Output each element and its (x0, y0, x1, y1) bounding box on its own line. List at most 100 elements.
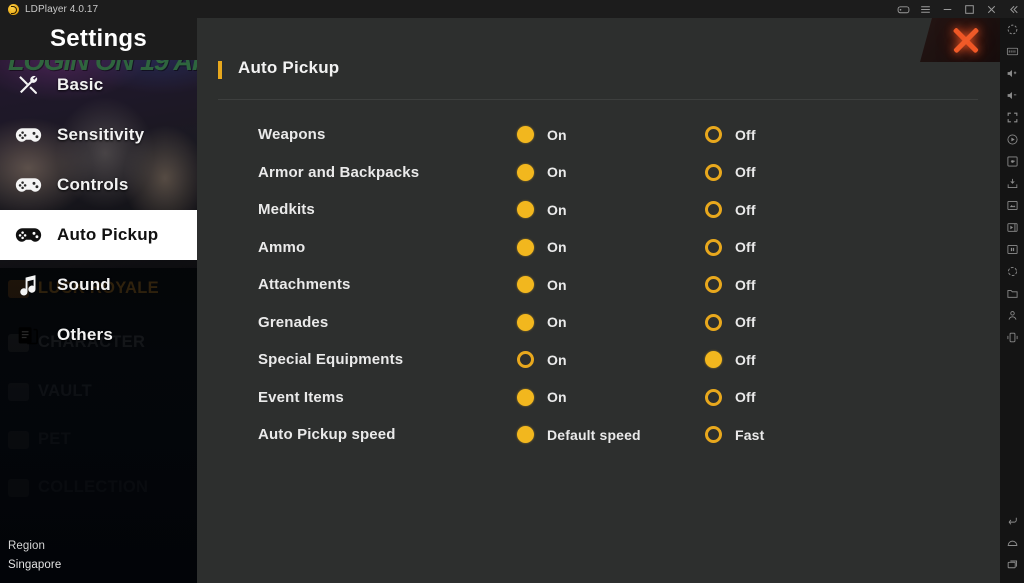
setting-label: Ammo (258, 238, 306, 256)
setting-option-fast[interactable]: Fast (705, 426, 765, 444)
android-recents-icon[interactable] (1000, 553, 1024, 575)
radio-icon[interactable] (705, 276, 722, 294)
setting-option-off[interactable]: Off (705, 126, 756, 144)
sidebar-item-sound[interactable]: Sound (0, 260, 197, 310)
radio-icon[interactable] (705, 426, 722, 444)
option-label: Off (735, 239, 756, 256)
radio-icon[interactable] (705, 351, 722, 369)
sidebar-item-controls[interactable]: Controls (0, 160, 197, 210)
setting-option-on[interactable]: On (517, 126, 567, 144)
sidebar-item-label: Controls (57, 175, 129, 194)
setting-option-on[interactable]: On (517, 313, 567, 331)
setting-option-off[interactable]: Off (705, 201, 756, 219)
close-x-icon (949, 23, 983, 57)
minimize-icon[interactable] (936, 0, 958, 18)
record-macro-icon[interactable] (1000, 128, 1024, 150)
menu-icon[interactable] (914, 0, 936, 18)
region-value: Singapore (8, 559, 62, 571)
setting-option-off[interactable]: Off (705, 388, 756, 406)
file-manager-icon[interactable] (1000, 282, 1024, 304)
panel-header: Auto Pickup (218, 58, 978, 100)
volume-up-icon[interactable] (1000, 62, 1024, 84)
close-icon[interactable] (980, 0, 1002, 18)
video-record-icon[interactable] (1000, 216, 1024, 238)
region-info[interactable]: Region Singapore (8, 537, 61, 575)
rotate-icon[interactable] (1000, 260, 1024, 282)
setting-option-on[interactable]: On (517, 388, 567, 406)
option-label: Fast (735, 426, 765, 443)
sidebar-item-sensitivity[interactable]: Sensitivity (0, 110, 197, 160)
volume-down-icon[interactable] (1000, 84, 1024, 106)
setting-option-off[interactable]: Off (705, 238, 756, 256)
setting-label: Armor and Backpacks (258, 163, 420, 181)
maximize-icon[interactable] (958, 0, 980, 18)
sidebar-item-others[interactable]: Others (0, 310, 197, 360)
setting-option-on[interactable]: On (517, 201, 567, 219)
settings-title: Settings (0, 18, 197, 60)
android-home-icon[interactable] (1000, 531, 1024, 553)
setting-row-weapons: Weapons On Off (197, 116, 1000, 154)
radio-icon[interactable] (705, 388, 722, 406)
sidebar-item-basic[interactable]: Basic (0, 60, 197, 110)
radio-icon[interactable] (705, 238, 722, 256)
setting-option-on[interactable]: On (517, 351, 567, 369)
setting-option-on[interactable]: On (517, 276, 567, 294)
option-label: On (547, 164, 567, 181)
radio-icon[interactable] (705, 163, 722, 181)
radio-icon[interactable] (517, 388, 534, 406)
setting-option-on[interactable]: On (517, 163, 567, 181)
radio-icon[interactable] (517, 163, 534, 181)
gamepad-icon (13, 173, 43, 197)
install-apk-icon[interactable] (1000, 172, 1024, 194)
setting-row-medkits: Medkits On Off (197, 191, 1000, 229)
radio-icon[interactable] (705, 126, 722, 144)
setting-row-auto-pickup-speed: Auto Pickup speed Default speed Fast (197, 416, 1000, 454)
settings-rows: Weapons On Off Armor and Backpacks On (197, 116, 1000, 454)
location-icon[interactable] (1000, 304, 1024, 326)
multi-instance-icon[interactable] (1000, 238, 1024, 260)
setting-option-on[interactable]: On (517, 238, 567, 256)
music-note-icon (13, 273, 43, 297)
radio-icon[interactable] (517, 126, 534, 144)
option-label: Off (735, 164, 756, 181)
option-label: On (547, 276, 567, 293)
radio-icon[interactable] (517, 351, 534, 369)
setting-label: Grenades (258, 313, 329, 331)
setting-row-grenades: Grenades On Off (197, 304, 1000, 342)
shake-icon[interactable] (1000, 326, 1024, 348)
android-back-icon[interactable] (1000, 509, 1024, 531)
sidebar-item-label: Others (57, 325, 113, 344)
tools-icon (13, 73, 43, 97)
region-label: Region (8, 540, 46, 552)
gamepad-icon[interactable] (892, 0, 914, 18)
gamepad-icon (13, 223, 43, 247)
radio-icon[interactable] (705, 313, 722, 331)
setting-option-off[interactable]: Off (705, 163, 756, 181)
fullscreen-icon[interactable] (1000, 106, 1024, 128)
settings-sidebar: Settings Basic (0, 18, 197, 583)
refresh-icon[interactable] (1000, 18, 1024, 40)
radio-icon[interactable] (517, 238, 534, 256)
option-label: On (547, 201, 567, 218)
shared-folder-icon[interactable] (1000, 194, 1024, 216)
keyboard-icon[interactable] (1000, 40, 1024, 62)
setting-label: Weapons (258, 126, 326, 144)
game-close-button[interactable] (920, 18, 1012, 62)
option-label: On (547, 351, 567, 368)
collapse-icon[interactable] (1002, 0, 1024, 18)
setting-option-default-speed[interactable]: Default speed (517, 426, 641, 444)
radio-icon[interactable] (517, 426, 534, 444)
radio-icon[interactable] (517, 313, 534, 331)
radio-icon[interactable] (517, 201, 534, 219)
screenshot-icon[interactable] (1000, 150, 1024, 172)
radio-icon[interactable] (705, 201, 722, 219)
radio-icon[interactable] (517, 276, 534, 294)
setting-option-off[interactable]: Off (705, 351, 756, 369)
window-title: LDPlayer 4.0.17 (25, 3, 99, 15)
option-label: Off (735, 351, 756, 368)
setting-option-off[interactable]: Off (705, 313, 756, 331)
setting-label: Attachments (258, 276, 351, 294)
title-bar: LDPlayer 4.0.17 (0, 0, 1024, 18)
sidebar-item-auto-pickup[interactable]: Auto Pickup (0, 210, 197, 260)
setting-option-off[interactable]: Off (705, 276, 756, 294)
